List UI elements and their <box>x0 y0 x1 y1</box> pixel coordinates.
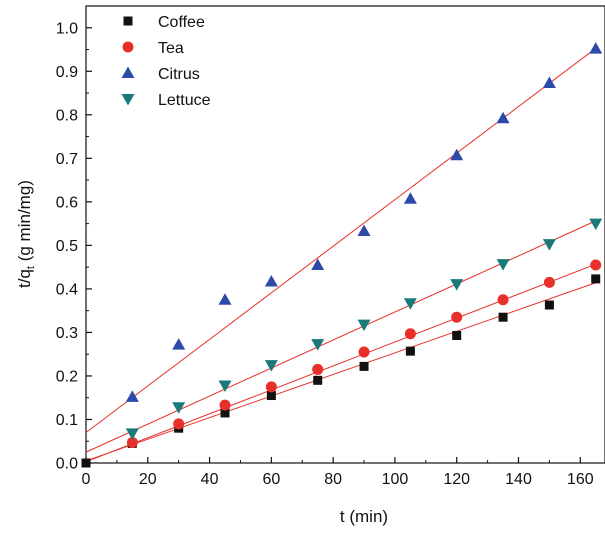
data-point-coffee <box>266 391 276 401</box>
data-point-lettuce <box>589 218 603 231</box>
x-axis-title: t (min) <box>340 507 388 526</box>
data-point-citrus <box>589 42 603 54</box>
data-point-tea <box>312 363 324 375</box>
legend-marker-coffee <box>123 16 133 26</box>
fit-lines <box>85 47 597 463</box>
data-markers <box>81 42 603 468</box>
x-tick-label: 120 <box>443 471 470 488</box>
fit-line-tea <box>85 263 596 463</box>
data-point-citrus <box>357 224 371 237</box>
data-point-citrus <box>125 390 139 402</box>
y-axis-title-subscript: t <box>25 266 37 269</box>
x-tick-label: 60 <box>262 471 280 488</box>
data-point-tea <box>451 311 463 323</box>
data-point-lettuce <box>125 428 139 440</box>
data-point-lettuce <box>218 380 232 393</box>
data-point-lettuce <box>311 339 325 351</box>
data-point-coffee <box>591 274 601 284</box>
y-tick-label: 0.5 <box>56 238 78 255</box>
data-point-tea <box>358 346 370 358</box>
fit-line-coffee <box>85 282 596 462</box>
data-point-citrus <box>264 275 278 287</box>
y-tick-label: 0.6 <box>56 194 78 211</box>
data-point-citrus <box>172 338 186 350</box>
data-point-tea <box>265 381 277 393</box>
y-tick-label: 0.1 <box>56 412 78 429</box>
legend-label-lettuce: Lettuce <box>158 92 211 109</box>
x-tick-label: 140 <box>505 471 532 488</box>
fit-line-lettuce <box>85 220 596 453</box>
legend-label-citrus: Citrus <box>158 66 200 83</box>
plot-frame <box>85 5 605 464</box>
data-point-citrus <box>450 148 464 161</box>
y-tick-label: 0.3 <box>56 325 78 342</box>
y-axis-title: t/qt (g min/mg) <box>15 180 37 288</box>
data-point-lettuce <box>172 402 186 414</box>
data-point-lettuce <box>403 298 417 310</box>
data-point-coffee <box>313 375 323 385</box>
y-tick-label: 0.0 <box>56 456 78 473</box>
legend-marker-tea <box>122 41 134 53</box>
y-tick-label: 0.4 <box>56 281 78 298</box>
data-point-tea <box>543 276 555 288</box>
axis-ticks: 0 20 40 60 80 100 120 140 160 0.0 0.1 0.2 0.3 0.4 0.5 0… <box>56 20 594 488</box>
data-point-tea <box>219 399 231 411</box>
data-point-coffee <box>544 300 554 310</box>
x-tick-label: 80 <box>324 471 342 488</box>
y-tick-label: 0.2 <box>56 368 78 385</box>
data-point-citrus <box>496 111 510 124</box>
data-point-lettuce <box>542 239 556 251</box>
data-point-lettuce <box>264 360 278 372</box>
data-point-tea <box>497 294 509 306</box>
data-point-coffee <box>220 408 230 418</box>
data-point-lettuce <box>450 279 464 291</box>
x-tick-label: 40 <box>201 471 219 488</box>
x-tick-label: 20 <box>139 471 157 488</box>
data-point-citrus <box>542 76 556 89</box>
y-tick-label: 0.9 <box>56 64 78 81</box>
legend-label-tea: Tea <box>158 40 184 57</box>
legend-label-coffee: Coffee <box>158 14 205 31</box>
fit-line-citrus <box>85 47 597 433</box>
data-point-lettuce <box>496 259 510 271</box>
data-point-tea <box>590 259 602 271</box>
data-point-coffee <box>359 361 369 371</box>
y-tick-label: 1.0 <box>56 20 78 37</box>
data-point-coffee <box>452 330 462 340</box>
data-point-tea <box>173 418 185 430</box>
y-tick-label: 0.7 <box>56 151 78 168</box>
data-point-citrus <box>218 293 232 305</box>
y-tick-label: 0.8 <box>56 107 78 124</box>
legend-marker-citrus <box>121 66 135 78</box>
data-point-lettuce <box>357 319 371 332</box>
x-tick-label: 160 <box>567 471 594 488</box>
data-point-citrus <box>311 258 325 270</box>
data-point-citrus <box>403 192 417 204</box>
data-point-coffee <box>498 312 508 322</box>
y-axis-title-unit: (g min/mg) <box>15 180 34 266</box>
data-point-tea <box>404 328 416 340</box>
x-tick-label: 0 <box>82 471 91 488</box>
data-point-coffee <box>405 346 415 356</box>
x-tick-label: 100 <box>382 471 409 488</box>
data-point-tea <box>126 437 138 449</box>
legend-marker-lettuce <box>121 94 135 106</box>
legend: Coffee Tea Citrus Lettuce <box>121 14 211 109</box>
y-axis-title-main: t/q <box>15 269 34 288</box>
